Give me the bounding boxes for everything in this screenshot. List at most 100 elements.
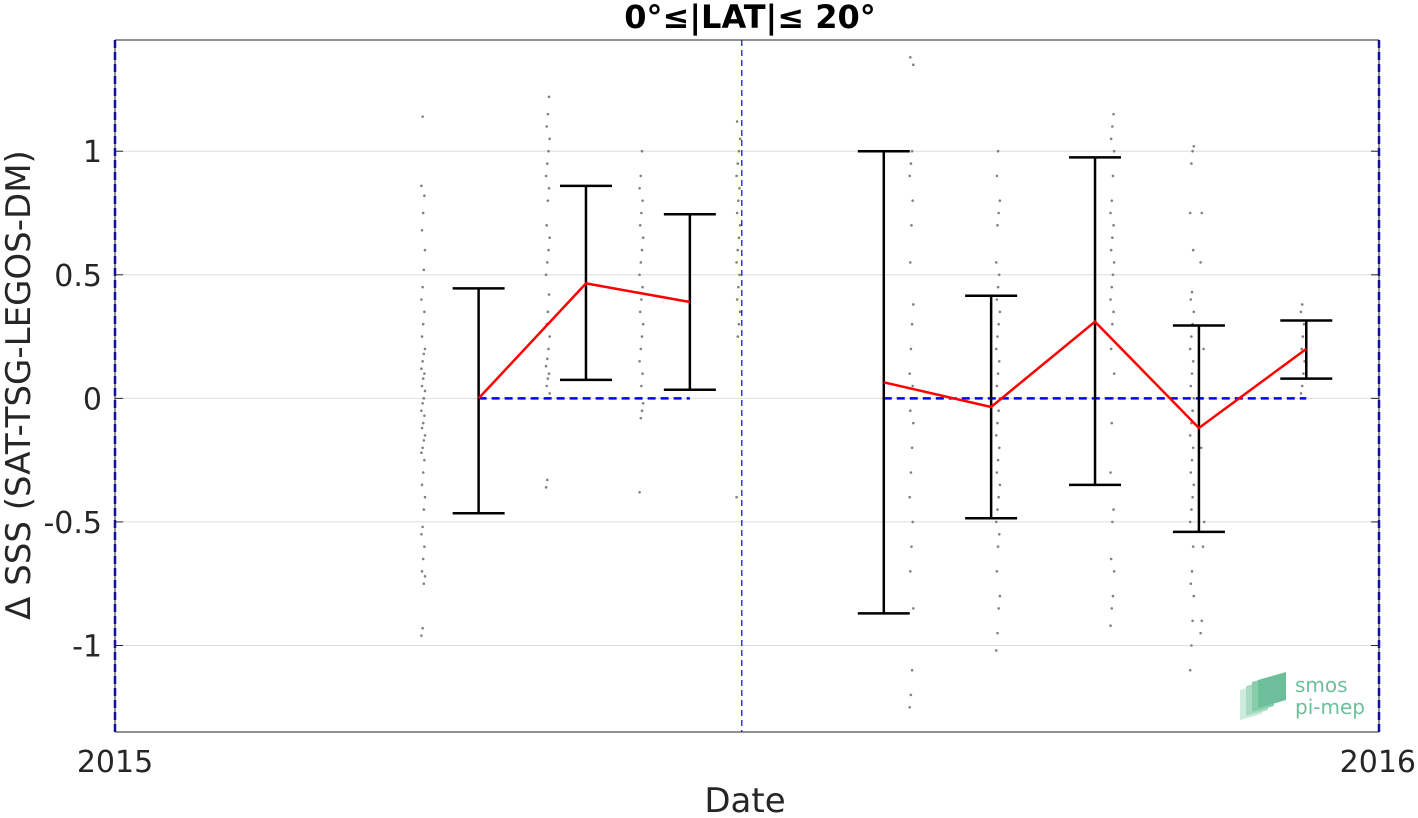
raw-data-point — [1112, 508, 1115, 511]
raw-data-point — [998, 483, 1002, 487]
raw-data-point — [994, 520, 998, 524]
raw-data-point — [1111, 322, 1114, 326]
raw-data-point — [908, 372, 911, 375]
raw-data-point — [996, 631, 999, 635]
raw-data-point — [545, 478, 549, 482]
logo-waves-icon — [1240, 672, 1286, 720]
raw-data-point — [639, 261, 643, 264]
raw-data-point — [997, 322, 1000, 326]
raw-data-point — [1109, 211, 1112, 215]
raw-data-point — [1190, 570, 1194, 573]
raw-data-point — [735, 120, 739, 123]
raw-data-point — [420, 184, 423, 188]
raw-data-point — [1300, 384, 1304, 388]
raw-data-point — [909, 693, 913, 697]
raw-data-point — [998, 310, 1002, 314]
raw-data-point — [640, 149, 644, 153]
mean-line-layer — [477, 282, 1308, 430]
raw-data-point — [997, 446, 1001, 450]
x-tick-label-layer: 2015 2016 — [77, 745, 1416, 780]
raw-data-point — [1190, 372, 1194, 375]
raw-data-point — [420, 367, 423, 371]
raw-data-point — [1188, 520, 1192, 524]
y-tick-label: 0.5 — [54, 259, 102, 294]
raw-data-point — [421, 322, 425, 326]
raw-data-point — [910, 545, 913, 548]
raw-data-point — [909, 162, 913, 165]
raw-data-point — [994, 347, 998, 351]
raw-data-point — [639, 347, 643, 351]
raw-data-point — [423, 194, 426, 197]
raw-data-point — [638, 186, 641, 190]
raw-data-point — [546, 199, 550, 202]
raw-data-point — [548, 236, 551, 240]
raw-data-point — [547, 95, 551, 99]
raw-data-point — [995, 174, 999, 178]
raw-data-point — [638, 359, 641, 363]
raw-data-point — [1301, 335, 1305, 338]
raw-data-point — [423, 389, 427, 393]
raw-data-point — [547, 248, 550, 252]
raw-data-point — [997, 495, 1000, 499]
raw-data-point — [420, 409, 423, 413]
raw-data-point — [422, 352, 426, 356]
raw-data-point — [545, 261, 549, 264]
raw-data-point — [1188, 434, 1192, 437]
raw-data-point — [997, 607, 1000, 610]
raw-data-point — [995, 471, 999, 474]
raw-data-point — [908, 705, 911, 709]
raw-data-point — [547, 186, 551, 190]
raw-data-point — [1300, 347, 1303, 351]
raw-data-point — [1192, 397, 1196, 400]
raw-data-point — [995, 570, 999, 573]
y-tick-label: 0 — [83, 382, 102, 417]
raw-data-point — [1192, 483, 1196, 487]
raw-data-point — [1112, 570, 1116, 573]
mean-line — [477, 282, 691, 400]
raw-data-point — [996, 224, 999, 227]
y-axis-label: Δ SSS (SAT-TSG-LEGOS-DM) — [0, 150, 39, 620]
raw-data-point — [910, 668, 914, 672]
raw-data-point — [735, 211, 739, 215]
raw-data-point — [548, 335, 551, 338]
raw-data-point — [641, 402, 645, 405]
raw-data-point — [911, 199, 914, 202]
raw-data-point — [421, 557, 425, 561]
raw-data-point — [544, 273, 548, 277]
raw-data-point — [1190, 508, 1193, 511]
raw-data-point — [1302, 372, 1305, 375]
raw-data-point — [738, 310, 742, 314]
raw-data-point — [420, 426, 424, 430]
raw-data-point — [737, 285, 740, 289]
raw-data-point — [994, 649, 998, 652]
raw-data-point — [736, 335, 740, 338]
raw-data-point — [738, 186, 741, 190]
raw-data-point — [1200, 211, 1204, 215]
raw-data-point — [909, 471, 913, 474]
raw-data-point — [1202, 347, 1205, 351]
raw-data-point — [420, 384, 424, 388]
raw-data-point — [545, 357, 549, 361]
raw-data-point — [996, 508, 999, 511]
raw-data-point — [1199, 261, 1202, 264]
raw-data-point — [420, 451, 423, 455]
raw-data-point — [423, 347, 427, 351]
raw-data-point — [1109, 347, 1113, 351]
raw-data-point — [995, 298, 999, 301]
x-tick-label: 2015 — [77, 745, 153, 780]
raw-data-point — [997, 532, 1001, 536]
raw-data-point — [422, 439, 426, 442]
mean-line — [883, 320, 1308, 430]
raw-data-point — [996, 421, 999, 425]
raw-data-point — [545, 224, 548, 227]
raw-data-point — [911, 384, 914, 388]
raw-data-point — [1191, 545, 1195, 548]
raw-data-point — [1110, 285, 1114, 289]
raw-data-point — [1189, 298, 1193, 301]
raw-data-point — [638, 273, 641, 277]
raw-data-point — [547, 149, 550, 153]
raw-data-point — [1111, 273, 1115, 277]
raw-data-point — [1199, 446, 1203, 450]
raw-data-point — [996, 545, 1000, 548]
raw-data-point — [422, 582, 426, 586]
